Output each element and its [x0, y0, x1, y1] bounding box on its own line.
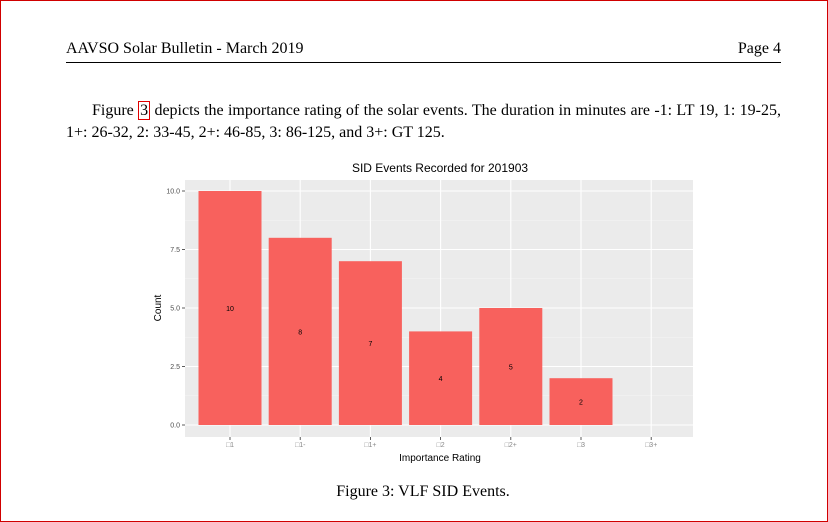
data-label: 4	[439, 376, 443, 383]
data-label: 7	[368, 341, 372, 348]
x-tick-label: □3+	[645, 442, 657, 449]
y-axis-label: Count	[153, 294, 164, 321]
figure-ref-link[interactable]: 3	[138, 101, 151, 120]
data-label: 10	[226, 306, 234, 313]
data-label: 2	[579, 400, 583, 407]
data-label: 8	[298, 329, 302, 336]
x-tick-label: □1+	[364, 442, 376, 449]
bar	[198, 191, 262, 425]
body-paragraph: Figure 3 depicts the importance rating o…	[66, 100, 781, 144]
y-tick-label: 0.0	[170, 423, 180, 430]
bar	[268, 237, 332, 425]
header-title: AAVSO Solar Bulletin - March 2019	[66, 40, 304, 57]
figure-caption: Figure 3: VLF SID Events.	[336, 483, 510, 500]
bar	[479, 308, 543, 425]
x-tick-label: □2+	[505, 442, 517, 449]
paragraph-text: Figure	[92, 102, 139, 119]
x-tick-label: □2	[437, 442, 445, 449]
y-tick-label: 10.0	[166, 189, 180, 196]
chart-title: SID Events Recorded for 201903	[352, 161, 528, 175]
x-tick-label: □1	[226, 442, 234, 449]
x-tick-label: □1-	[295, 442, 306, 449]
page-header: AAVSO Solar Bulletin - March 2019 Page 4	[66, 40, 781, 63]
paragraph-text: depicts the importance rating of the sol…	[66, 102, 781, 141]
bar	[338, 261, 402, 425]
y-tick-label: 7.5	[170, 247, 180, 254]
bar	[409, 331, 473, 425]
y-tick-label: 2.5	[170, 364, 180, 371]
x-tick-label: □3	[577, 442, 585, 449]
page-number: Page 4	[737, 40, 781, 57]
bar	[549, 378, 613, 425]
x-axis-label: Importance Rating	[399, 453, 481, 464]
y-tick-label: 5.0	[170, 306, 180, 313]
data-label: 5	[509, 365, 513, 372]
